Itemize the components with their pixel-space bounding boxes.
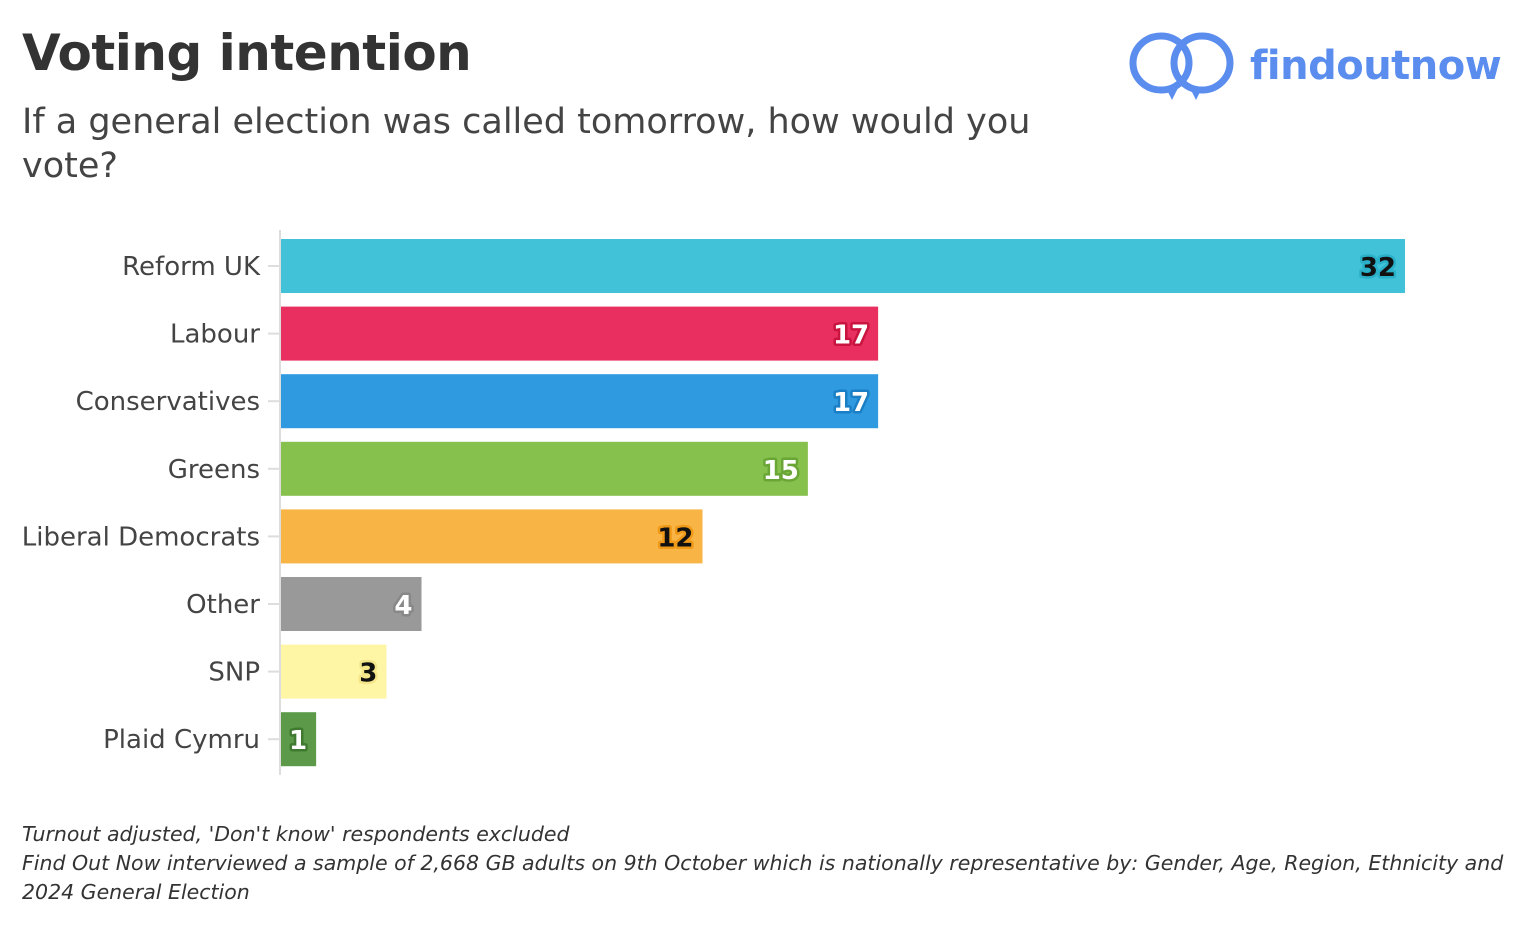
- bar: [281, 374, 879, 429]
- chart-title: Voting intention: [22, 24, 472, 82]
- bar: [281, 644, 387, 699]
- bar: [281, 577, 422, 631]
- note-turnout: Turnout adjusted, 'Don't know' responden…: [22, 822, 570, 846]
- bar: [281, 239, 1405, 293]
- bar: [281, 441, 808, 496]
- data-label: 15: [763, 456, 799, 486]
- data-label: 32: [1360, 253, 1396, 283]
- bar: [281, 712, 317, 767]
- category-label: Other: [186, 590, 260, 620]
- speech-rings-icon: [1129, 32, 1234, 100]
- findoutnow-logo: findoutnow: [1128, 30, 1502, 102]
- logo-text: findoutnow: [1250, 43, 1502, 89]
- category-label: Labour: [170, 320, 260, 350]
- chart-subtitle: If a general election was called tomorro…: [22, 102, 1031, 186]
- bar: [281, 509, 703, 564]
- data-label: 17: [833, 388, 869, 418]
- data-label: 12: [657, 523, 693, 553]
- data-label: 3: [359, 659, 377, 689]
- category-label: Plaid Cymru: [103, 725, 260, 755]
- category-label: Reform UK: [122, 252, 261, 282]
- category-label: Liberal Democrats: [22, 522, 260, 552]
- data-label: 4: [394, 591, 412, 621]
- category-label: Greens: [168, 455, 260, 485]
- note-methodology: Find Out Now interviewed a sample of 2,6…: [22, 851, 1504, 904]
- bar-chart: Reform UK 32 Labour 17 Conservatives 17 Greens…: [22, 230, 1405, 775]
- category-label: Conservatives: [76, 387, 260, 417]
- data-label: 1: [289, 726, 307, 756]
- data-label: 17: [833, 321, 869, 351]
- bar: [281, 306, 879, 361]
- category-label: SNP: [208, 658, 260, 688]
